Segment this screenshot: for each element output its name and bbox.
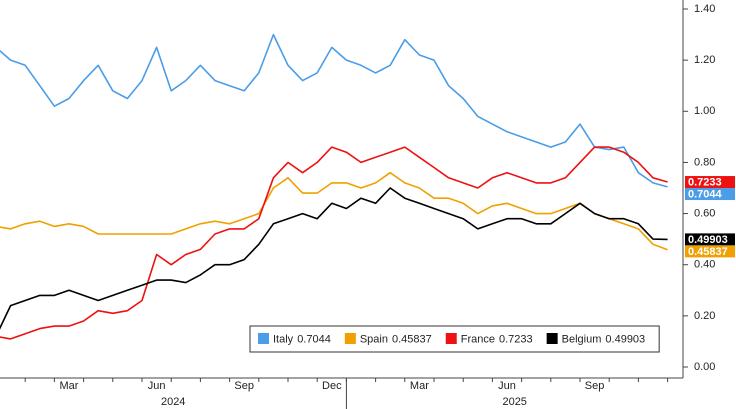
y-tick-label: 0.20 bbox=[694, 310, 715, 322]
year-label: 2024 bbox=[161, 396, 185, 408]
series-line bbox=[0, 33, 668, 188]
legend: Italy 0.7044 Spain 0.45837 France 0.7233 Belgi… bbox=[249, 325, 660, 353]
y-tick-label: 1.00 bbox=[694, 105, 715, 117]
y-tick-label: 1.20 bbox=[694, 54, 715, 66]
x-tick-label: Sep bbox=[585, 380, 605, 392]
value-tag-label: 0.7233 bbox=[688, 176, 722, 188]
legend-value: 0.7044 bbox=[297, 333, 331, 345]
legend-value: 0.7233 bbox=[499, 333, 533, 345]
legend-swatch bbox=[546, 333, 558, 344]
value-tag-label: 0.7044 bbox=[688, 188, 723, 200]
y-tick-label: 0.00 bbox=[694, 361, 715, 373]
y-tick-label: 0.80 bbox=[694, 156, 715, 168]
x-tick-label: Jun bbox=[148, 380, 166, 392]
y-tick-label: 0.40 bbox=[694, 259, 715, 271]
y-tick-label: 0.60 bbox=[694, 207, 715, 219]
x-tick-label: Dec bbox=[322, 380, 342, 392]
legend-label: Belgium bbox=[562, 333, 602, 345]
x-tick-label: Mar bbox=[410, 380, 429, 392]
value-tag-label: 0.45837 bbox=[688, 246, 728, 258]
y-tick-label: 1.40 bbox=[694, 3, 715, 15]
value-tag bbox=[685, 188, 735, 201]
legend-label: France bbox=[461, 333, 495, 345]
legend-label: Spain bbox=[360, 333, 388, 345]
x-tick-label: Sep bbox=[234, 380, 254, 392]
legend-swatch bbox=[445, 333, 457, 344]
x-tick-label: Jun bbox=[498, 380, 516, 392]
legend-value: 0.45837 bbox=[392, 333, 432, 345]
value-tag bbox=[685, 245, 735, 258]
x-tick-label: Mar bbox=[60, 380, 79, 392]
series-line bbox=[0, 146, 668, 340]
legend-value: 0.49903 bbox=[605, 333, 645, 345]
legend-label: Italy bbox=[273, 333, 294, 345]
value-tag bbox=[685, 233, 735, 246]
value-tag bbox=[685, 176, 735, 189]
legend-swatch bbox=[344, 333, 356, 344]
series-line bbox=[0, 171, 668, 251]
value-tag-label: 0.49903 bbox=[688, 234, 728, 246]
year-label: 2025 bbox=[502, 396, 526, 408]
series-line bbox=[0, 187, 668, 330]
legend-swatch bbox=[258, 333, 269, 344]
